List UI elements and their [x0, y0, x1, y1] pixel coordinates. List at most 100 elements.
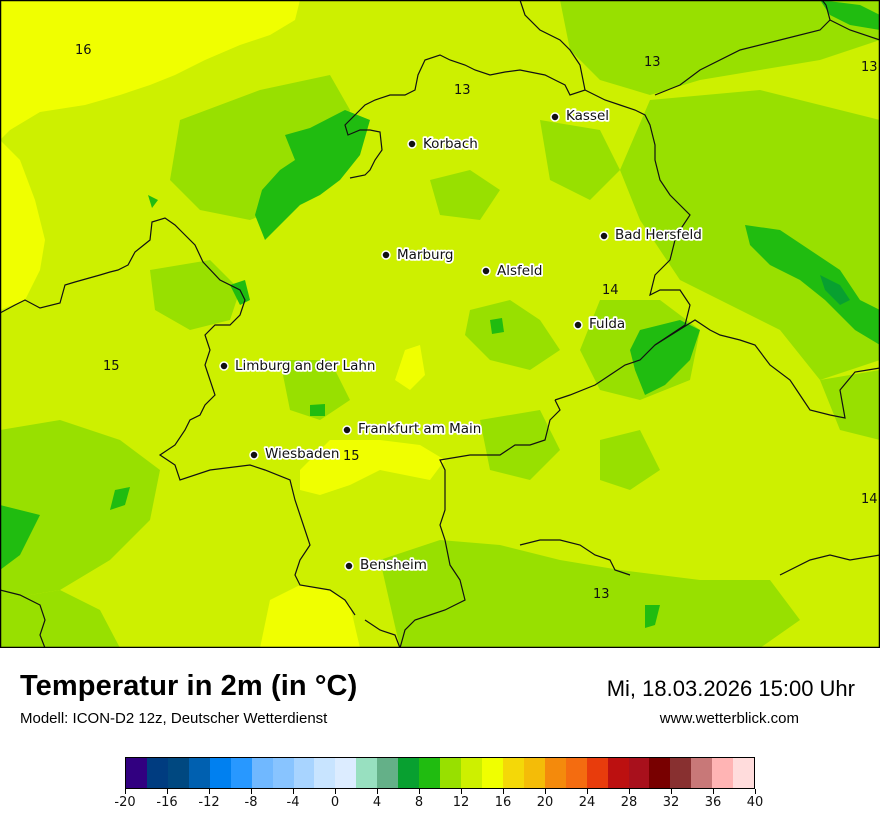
temperature-map[interactable]: 16 13 13 13 14 15 15 14 13 Korbach Kasse… [0, 0, 880, 648]
legend-color-segment [230, 758, 252, 788]
city-korbach[interactable]: Korbach [407, 134, 480, 154]
city-label: Wiesbaden [265, 446, 339, 462]
temperature-field-8-10 [0, 0, 880, 628]
value-label: 13 [454, 83, 471, 98]
model-info: Modell: ICON-D2 12z, Deutscher Wetterdie… [20, 710, 328, 727]
legend-tick-label: -20 [114, 795, 136, 810]
city-marburg[interactable]: Marburg [381, 245, 455, 265]
temperature-field-14-16-northwest [0, 0, 300, 140]
city-bad-hersfeld[interactable]: Bad Hersfeld [599, 225, 704, 245]
legend-color-segment [126, 758, 147, 788]
legend-tick-label: 40 [746, 795, 764, 810]
city-dot-icon [342, 425, 352, 435]
legend-color-segment [440, 758, 461, 788]
legend-color-segment [356, 758, 378, 788]
temperature-field-14-16-frankfurt [300, 440, 445, 495]
city-bensheim[interactable]: Bensheim [344, 555, 429, 575]
legend-color-segment [251, 758, 273, 788]
city-dot-icon [599, 231, 609, 241]
legend-color-segment [565, 758, 587, 788]
legend-color-segment [188, 758, 210, 788]
legend-tick-label: 16 [494, 795, 512, 810]
legend-color-segment [670, 758, 692, 788]
legend-color-segment [272, 758, 294, 788]
value-label: 13 [644, 55, 661, 70]
map-canvas: 16 13 13 13 14 15 15 14 13 Korbach Kasse… [0, 0, 880, 648]
value-label: 15 [103, 359, 120, 374]
legend-color-segment [293, 758, 315, 788]
city-label: Marburg [397, 247, 453, 263]
city-label: Bensheim [360, 557, 427, 573]
legend-tick-label: -8 [244, 795, 258, 810]
website-link[interactable]: www.wetterblick.com [659, 710, 799, 727]
legend-tick [712, 789, 714, 794]
value-label: 15 [343, 449, 360, 464]
footer: Temperatur in 2m (in °C) Modell: ICON-D2… [0, 648, 880, 830]
legend-color-segment [167, 758, 189, 788]
legend-tick-label: 28 [620, 795, 638, 810]
value-label: 13 [593, 587, 610, 602]
city-dot-icon [481, 266, 491, 276]
legend-color-segment [628, 758, 650, 788]
legend-tick [124, 789, 126, 794]
chart-title: Temperatur in 2m (in °C) [20, 670, 358, 702]
legend-tick [670, 789, 672, 794]
legend-color-segment [335, 758, 357, 788]
value-labels: 16 13 13 13 14 15 15 14 13 [75, 43, 878, 602]
legend-color-segment [398, 758, 420, 788]
value-label: 14 [861, 492, 878, 507]
legend-tick-label: 36 [704, 795, 722, 810]
legend-color-segment [607, 758, 629, 788]
legend-color-segment [649, 758, 671, 788]
legend-color-segment [586, 758, 608, 788]
city-dot-icon [219, 361, 229, 371]
city-kassel[interactable]: Kassel [550, 106, 611, 126]
temperature-field-14-16-south [260, 585, 360, 648]
legend-color-segment [146, 758, 168, 788]
city-limburg[interactable]: Limburg an der Lahn [219, 356, 377, 376]
city-label: Fulda [589, 316, 625, 332]
legend-tick-label: -4 [286, 795, 300, 810]
city-dot-icon [573, 320, 583, 330]
legend-tick [292, 789, 294, 794]
legend-tick-label: 4 [372, 795, 382, 810]
city-dot-icon [381, 250, 391, 260]
temperature-field-14-16-west [0, 140, 45, 310]
legend-color-segment [314, 758, 336, 788]
legend-color-segment [481, 758, 503, 788]
legend-tick-label: 0 [330, 795, 340, 810]
temperature-field-6-8 [820, 275, 850, 305]
value-label: 16 [75, 43, 92, 58]
legend-tick [502, 789, 504, 794]
legend-color-segment [377, 758, 399, 788]
city-wiesbaden[interactable]: Wiesbaden [249, 444, 341, 464]
legend-tick [376, 789, 378, 794]
city-fulda[interactable]: Fulda [573, 314, 627, 334]
city-alsfeld[interactable]: Alsfeld [481, 261, 544, 281]
legend-color-segment [733, 758, 755, 788]
legend-tick-label: 32 [662, 795, 680, 810]
value-label: 13 [861, 60, 878, 75]
value-label: 14 [602, 283, 619, 298]
legend-tick-label: -16 [156, 795, 178, 810]
legend-color-segment [691, 758, 713, 788]
city-label: Limburg an der Lahn [235, 358, 375, 374]
legend-tick [166, 789, 168, 794]
legend-tick [334, 789, 336, 794]
legend-tick-label: 20 [536, 795, 554, 810]
legend-color-segment [502, 758, 524, 788]
legend-tick [208, 789, 210, 794]
legend-color-segment [209, 758, 231, 788]
forecast-datetime: Mi, 18.03.2026 15:00 Uhr [606, 676, 855, 701]
city-dot-icon [249, 450, 259, 460]
legend-color-segment [419, 758, 441, 788]
city-frankfurt[interactable]: Frankfurt am Main [342, 419, 483, 439]
city-label: Bad Hersfeld [615, 227, 702, 243]
legend-color-segment [461, 758, 482, 788]
city-dot-icon [550, 112, 560, 122]
legend-tick-label: -12 [198, 795, 220, 810]
color-legend [125, 757, 755, 789]
city-label: Frankfurt am Main [358, 421, 481, 437]
legend-tick [586, 789, 588, 794]
legend-color-segment [544, 758, 566, 788]
